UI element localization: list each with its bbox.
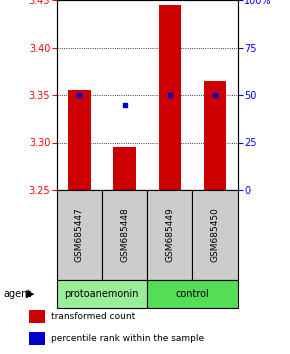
Bar [193,190,238,280]
Bar [159,5,181,190]
Text: GSM685449: GSM685449 [165,208,174,262]
Text: GSM685448: GSM685448 [120,208,129,262]
Bar [147,190,193,280]
Text: GSM685447: GSM685447 [75,208,84,262]
Bar [147,280,238,308]
Bar [57,190,102,280]
Text: control: control [176,289,209,299]
Text: GSM685450: GSM685450 [211,207,220,262]
Bar [204,81,226,190]
Text: percentile rank within the sample: percentile rank within the sample [51,334,204,343]
Text: protoanemonin: protoanemonin [65,289,139,299]
Bar [102,190,147,280]
Text: ▶: ▶ [26,289,35,299]
Bar [113,147,136,190]
Bar [68,90,90,190]
Text: transformed count: transformed count [51,312,135,321]
Bar [29,310,45,323]
Text: agent: agent [3,289,31,299]
Bar [57,280,147,308]
Bar [29,332,45,345]
